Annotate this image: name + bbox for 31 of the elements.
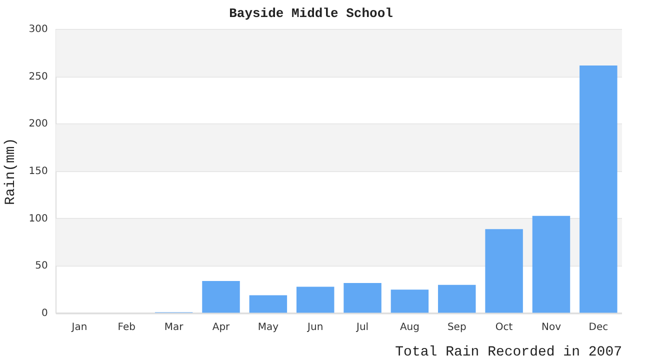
x-tick-label: Oct: [495, 322, 513, 333]
x-tick-label: Jun: [306, 322, 324, 333]
y-tick-label: 300: [28, 24, 48, 36]
bar: [202, 281, 240, 313]
x-tick-label: May: [258, 322, 279, 333]
x-tick-label: Feb: [118, 322, 136, 333]
y-axis-title: Rain(mm): [3, 138, 20, 206]
x-tick-label: Sep: [447, 322, 466, 333]
y-tick-label: 50: [35, 260, 48, 272]
bar: [296, 286, 334, 313]
x-tick-label: Jul: [355, 322, 369, 333]
x-tick-label: Dec: [588, 322, 608, 333]
x-tick-label: Nov: [541, 322, 562, 333]
y-tick-label: 100: [28, 213, 48, 224]
y-tick-label: 0: [42, 308, 48, 319]
y-tick-label: 200: [28, 118, 48, 130]
bar: [344, 282, 382, 313]
bar: [532, 216, 570, 313]
x-tick-label: Jan: [70, 322, 88, 333]
y-tick-label: 150: [28, 166, 48, 177]
bar: [390, 290, 429, 313]
bar: [438, 284, 476, 313]
x-tick-label: Apr: [212, 322, 231, 333]
y-tick-label: 250: [28, 71, 48, 82]
chart-title: Bayside Middle School: [229, 6, 394, 22]
bar: [485, 229, 523, 313]
bar: [249, 295, 288, 313]
x-axis-title: Total Rain Recorded in 2007: [395, 344, 622, 360]
x-tick-label: Aug: [400, 322, 420, 333]
x-tick-label: Mar: [164, 322, 184, 333]
bar: [580, 66, 618, 313]
